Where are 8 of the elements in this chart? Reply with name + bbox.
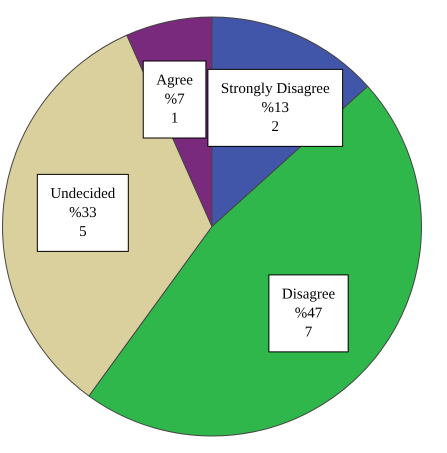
data-label: %13 2 bbox=[262, 100, 290, 135]
data-label: %47 7 bbox=[294, 305, 323, 340]
slice-label: Strongly Disagree bbox=[220, 80, 330, 97]
slice-label: Agree bbox=[156, 72, 194, 88]
slice-label: Undecided bbox=[50, 186, 116, 202]
data-label: %33 5 bbox=[69, 204, 97, 240]
slice-label: Disagree bbox=[282, 286, 336, 302]
data-label: %7 1 bbox=[164, 91, 186, 126]
